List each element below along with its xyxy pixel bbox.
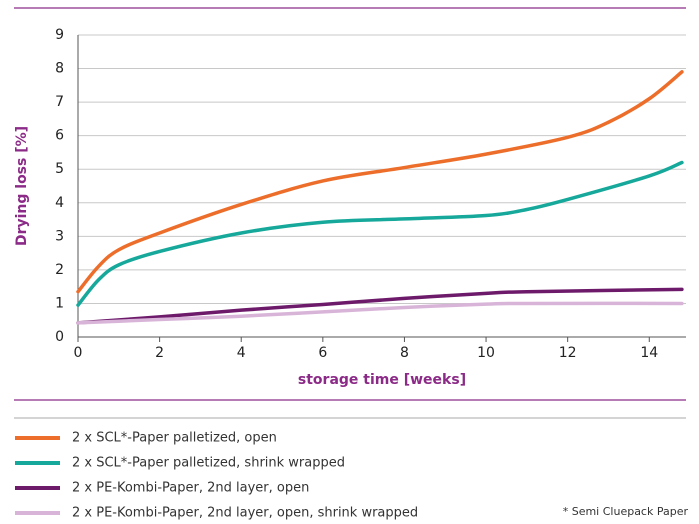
x-tick-label: 4	[237, 345, 246, 361]
y-tick-label: 1	[55, 295, 64, 311]
y-tick-label: 5	[55, 161, 64, 177]
y-tick-label: 2	[55, 262, 64, 278]
series-line	[76, 160, 684, 307]
legend-label: 2 x SCL*-Paper palletized, shrink wrappe…	[72, 456, 345, 471]
x-tick-label: 10	[477, 345, 495, 361]
x-tick-label: 12	[559, 345, 577, 361]
x-tick-label: 8	[400, 345, 409, 361]
x-tick-label: 0	[74, 345, 83, 361]
y-tick-label: 4	[55, 195, 64, 211]
x-tick-label: 2	[155, 345, 164, 361]
y-tick-label: 6	[55, 128, 64, 144]
legend-label: 2 x SCL*-Paper palletized, open	[72, 431, 277, 446]
y-tick-label: 0	[55, 329, 64, 345]
y-tick-label: 3	[55, 228, 64, 244]
footnote: * Semi Cluepack Paper	[563, 505, 689, 518]
legend-label: 2 x PE-Kombi-Paper, 2nd layer, open	[72, 481, 309, 496]
legend-label: 2 x PE-Kombi-Paper, 2nd layer, open, shr…	[72, 506, 418, 521]
y-tick-label: 7	[55, 94, 64, 110]
y-axis-title: Drying loss [%]	[14, 126, 30, 246]
x-axis-title: storage time [weeks]	[298, 372, 466, 388]
x-tick-label: 14	[640, 345, 658, 361]
series-line	[76, 287, 684, 325]
x-tick-label: 6	[318, 345, 327, 361]
series-line	[76, 70, 684, 294]
y-tick-label: 8	[55, 61, 64, 77]
y-tick-label: 9	[55, 27, 64, 43]
series-line	[76, 301, 684, 325]
